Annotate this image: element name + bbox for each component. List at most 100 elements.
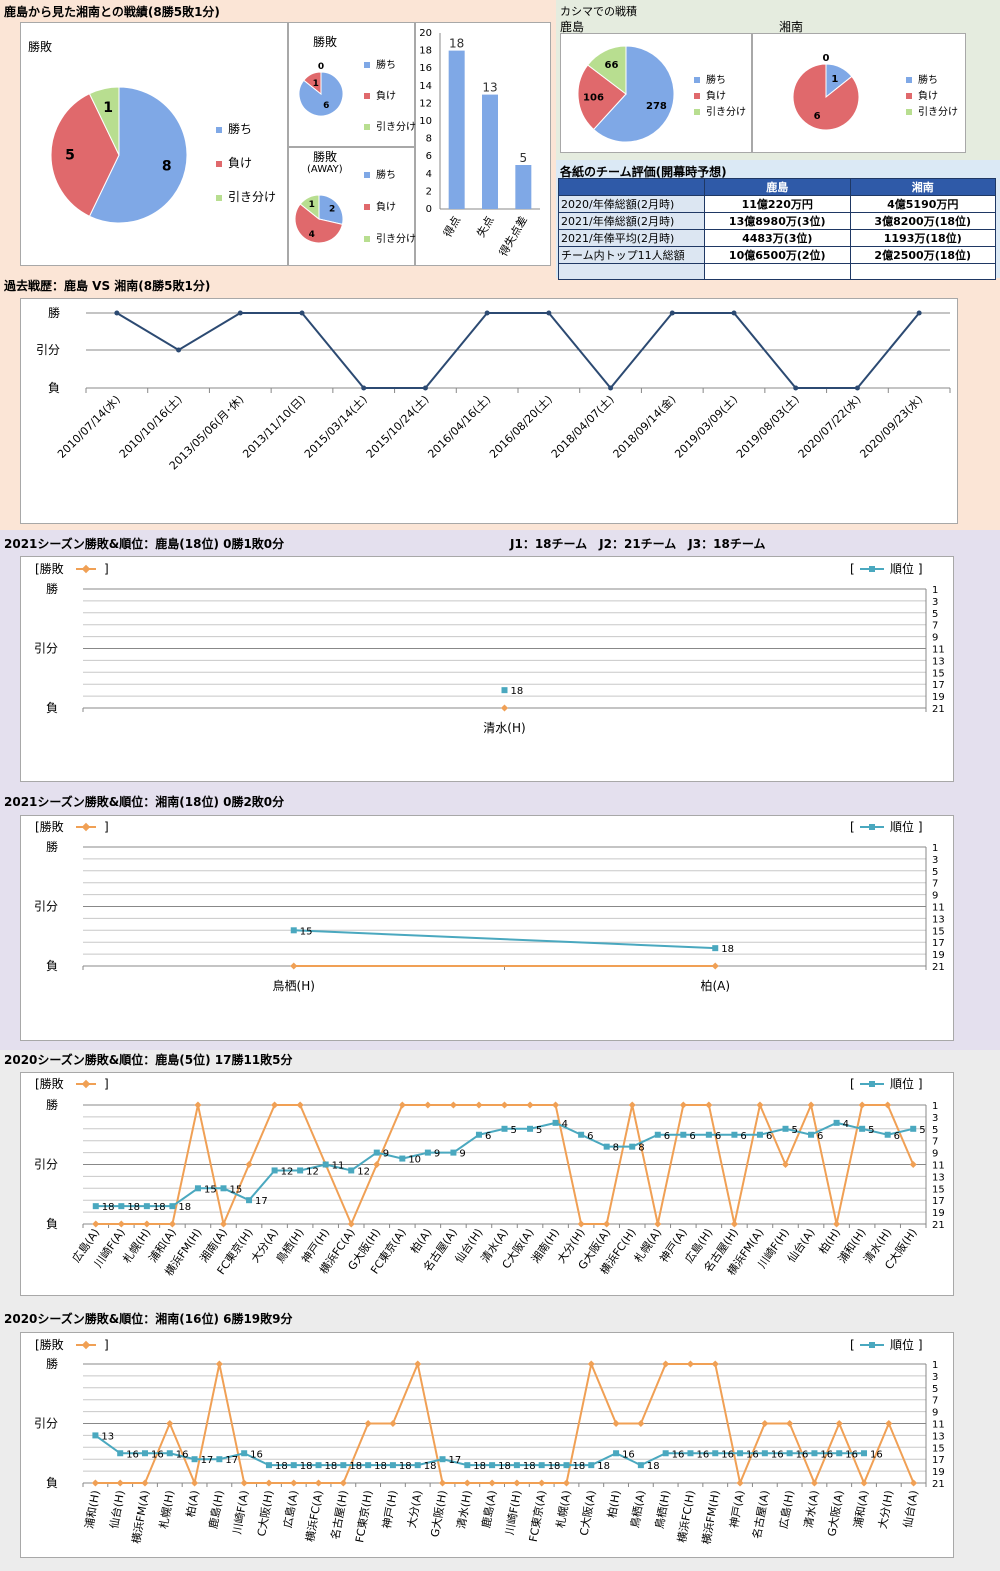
- season-2021-shonan-panel: [20, 815, 954, 1041]
- rank-tick-label: 9: [932, 1408, 938, 1419]
- pie-data-label: 6: [814, 111, 821, 122]
- pie-data-label: 278: [646, 101, 667, 112]
- rank-data-label: 17: [449, 1455, 462, 1466]
- history-point: [854, 385, 860, 391]
- history-point: [237, 310, 243, 316]
- result-point: [500, 1101, 509, 1109]
- rank-tick-label: 3: [932, 597, 938, 608]
- rank-point: [414, 1462, 421, 1469]
- x-tick-label: 2019/03/09(土): [672, 393, 740, 461]
- pie-slice: [294, 203, 343, 244]
- rank-data-label: 18: [548, 1461, 561, 1472]
- pie-data-label: 66: [605, 60, 619, 71]
- rank-point: [861, 1450, 868, 1457]
- rank-tick-label: 9: [932, 891, 938, 902]
- y-level-label: 勝: [46, 581, 58, 596]
- rank-point: [322, 1161, 329, 1168]
- result-point: [117, 1220, 125, 1228]
- legend-result-marker: [81, 564, 91, 574]
- legend-rank-marker: [869, 1081, 875, 1087]
- x-tick-label: 2018/04/07(土): [549, 393, 617, 461]
- x-tick-label: 柏(A): [407, 1226, 434, 1256]
- pie-data-label: 0: [318, 62, 324, 72]
- pie-slice: [792, 63, 860, 131]
- rank-data-label: 16: [820, 1449, 833, 1460]
- rank-point: [563, 1462, 570, 1469]
- result-point: [562, 1479, 571, 1487]
- away-pie-title: 勝敗: [313, 150, 338, 164]
- rank-data-label: 15: [204, 1184, 217, 1195]
- pie-slice: [577, 64, 627, 131]
- rank-data-label: 8: [613, 1143, 619, 1154]
- result-point: [389, 1419, 397, 1428]
- pie-slice: [318, 194, 344, 225]
- rank-point: [705, 1131, 712, 1138]
- history-title: 過去戦歴：鹿島 VS 湘南(8勝5敗1分): [4, 279, 211, 293]
- rank-tick-label: 5: [932, 1125, 938, 1136]
- rank-point: [141, 1450, 148, 1457]
- rank-data-label: 18: [349, 1461, 362, 1472]
- legend-item-loss: 負け: [694, 89, 746, 105]
- rank-data-label: 17: [255, 1196, 268, 1207]
- result-point: [833, 1220, 841, 1228]
- x-tick-label: 名古屋(H): [328, 1489, 350, 1541]
- x-tick-label: 仙台(A): [900, 1489, 920, 1529]
- x-tick-label: 清水(A): [802, 1489, 821, 1529]
- result-point: [705, 1101, 713, 1109]
- pie-slice: [303, 71, 322, 96]
- x-tick-label: C大阪(A): [576, 1489, 598, 1537]
- table-header-cell: [558, 178, 705, 196]
- history-point: [669, 310, 675, 316]
- history-point: [361, 385, 367, 391]
- legend-result-label: [勝敗: [35, 561, 64, 576]
- rank-point: [756, 1131, 763, 1138]
- rank-tick-label: 19: [932, 950, 945, 961]
- rank-point: [538, 1462, 545, 1469]
- rank-tick-label: 21: [932, 704, 945, 715]
- x-tick-label: 清水(H): [455, 1489, 475, 1530]
- pie-slice: [88, 86, 120, 156]
- pie-data-label: 1: [103, 100, 113, 116]
- bar-y-tick-label: 4: [426, 169, 432, 180]
- rank-point: [241, 1450, 248, 1457]
- bar: [515, 165, 532, 209]
- x-tick-label: FC東京(A): [526, 1489, 549, 1543]
- result-point: [603, 1220, 611, 1228]
- result-point: [835, 1419, 843, 1428]
- rank-point: [501, 687, 508, 694]
- rank-data-label: 16: [696, 1449, 709, 1460]
- rank-data-label: 6: [664, 1131, 670, 1142]
- table-row-label: [558, 263, 705, 280]
- result-point: [347, 1220, 355, 1228]
- history-point: [484, 310, 490, 316]
- legend-bracket: [: [850, 1077, 855, 1091]
- rank-point: [761, 1450, 768, 1457]
- rank-tick-label: 15: [932, 1443, 945, 1454]
- rank-point: [450, 1149, 457, 1156]
- legend-rank-marker: [869, 824, 875, 830]
- x-tick-label: 仙台(H): [107, 1489, 128, 1530]
- bar-y-tick-label: 12: [419, 98, 432, 109]
- rank-tick-label: 7: [932, 879, 938, 890]
- rank-data-label: 9: [383, 1149, 389, 1160]
- result-point: [612, 1419, 620, 1428]
- rank-data-label: 18: [300, 1461, 313, 1472]
- rank-tick-label: 11: [932, 903, 945, 914]
- result-point: [488, 1479, 496, 1487]
- legend-item-draw: 引き分け: [364, 224, 416, 256]
- y-level-label: 勝: [46, 1356, 58, 1371]
- rank-tick-label: 1: [932, 1360, 938, 1371]
- rank-tick-label: 17: [932, 1196, 945, 1207]
- rank-point: [143, 1203, 150, 1210]
- bar-y-tick-label: 14: [419, 81, 432, 92]
- rank-data-label: 18: [511, 686, 524, 697]
- y-level-label: 負: [46, 959, 58, 973]
- rank-point: [297, 1167, 304, 1174]
- result-point: [339, 1479, 347, 1487]
- y-level-label: 勝: [48, 305, 60, 320]
- rank-data-label: 16: [746, 1449, 759, 1460]
- rank-tick-label: 9: [932, 633, 938, 644]
- rank-data-label: 18: [399, 1461, 412, 1472]
- rank-point: [475, 1131, 482, 1138]
- pie-data-label: 1: [313, 79, 319, 89]
